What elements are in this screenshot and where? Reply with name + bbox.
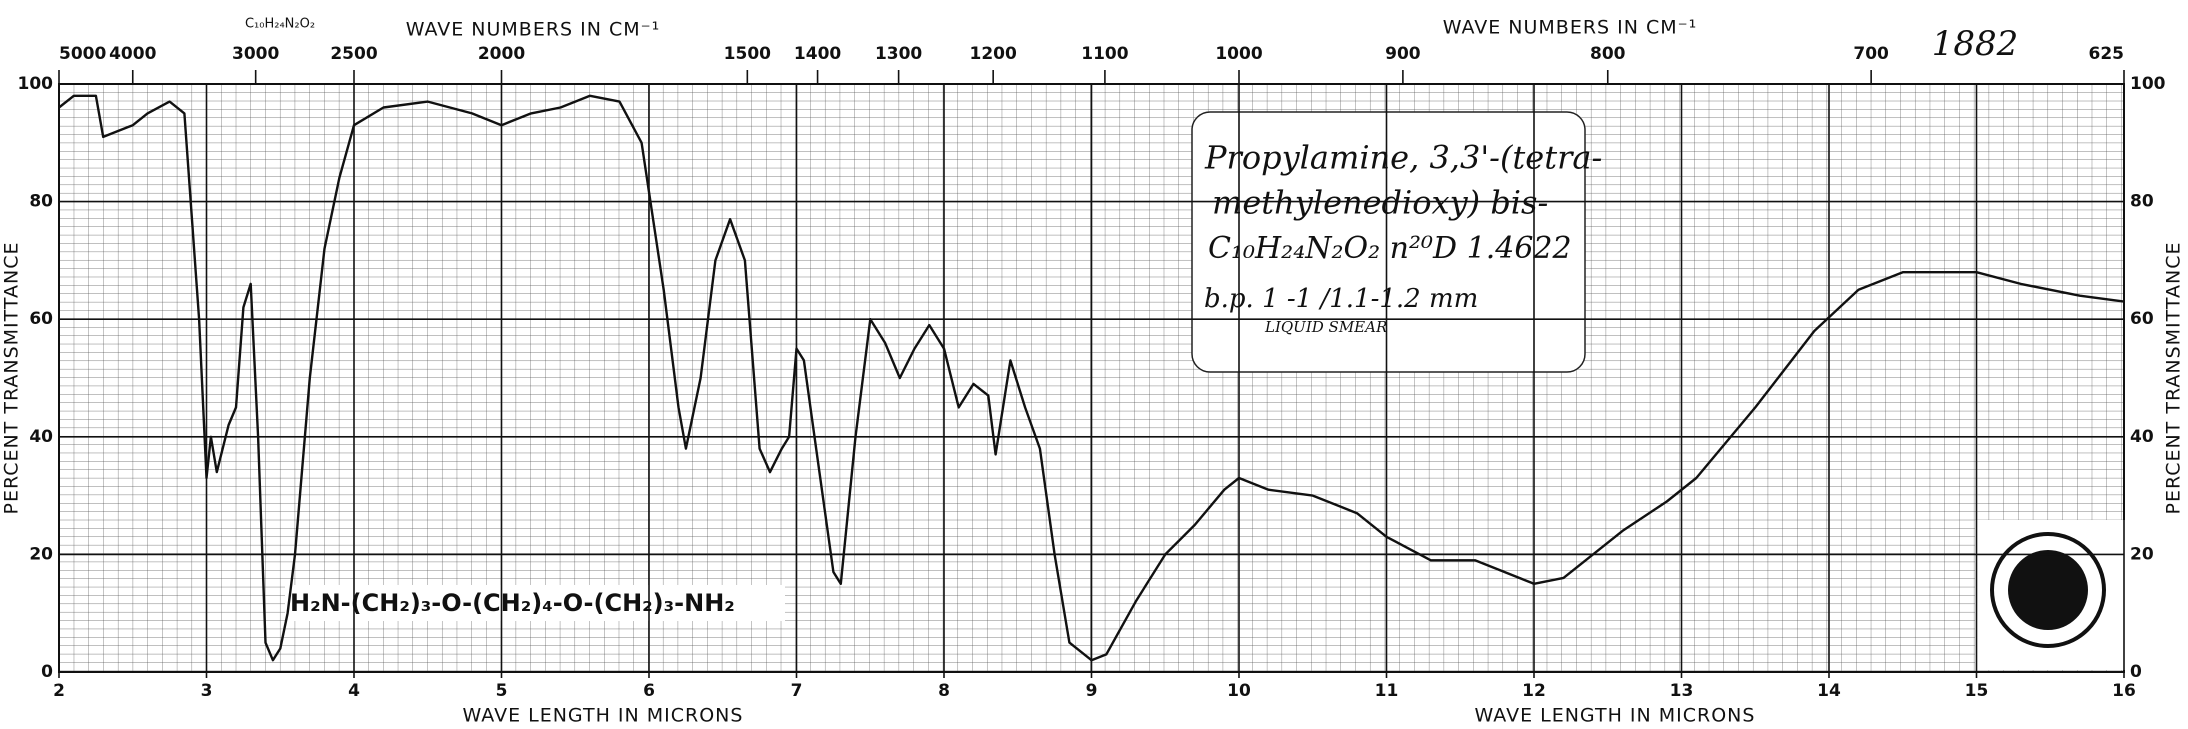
x-tick-label: 13 (1670, 681, 1694, 701)
top-tick-label: 5000 (59, 44, 106, 64)
x-tick-label: 5 (496, 681, 508, 701)
spectrum-number: 1882 (1932, 24, 2019, 64)
y-tick-label: 20 (29, 544, 53, 564)
y-tick-label: 40 (29, 427, 53, 447)
top-tick-label: 1400 (794, 44, 841, 64)
top-tick-label: 625 (2089, 44, 2125, 64)
bottom-axis-label: WAVE LENGTH IN MICRONS (463, 705, 744, 727)
y-tick-label: 100 (18, 74, 54, 94)
y-tick-label: 60 (29, 309, 53, 329)
y-tick-label: 40 (2130, 427, 2154, 447)
note-card (1191, 111, 1586, 373)
x-tick-label: 12 (1522, 681, 1546, 701)
top-tick-label: 1000 (1215, 44, 1262, 64)
top-tick-label: 3000 (232, 44, 279, 64)
top-tick-label: 900 (1385, 44, 1421, 64)
y-tick-label: 0 (41, 662, 53, 682)
x-tick-label: 6 (643, 681, 655, 701)
x-tick-label: 10 (1227, 681, 1251, 701)
top-tick-label: 700 (1853, 44, 1889, 64)
top-tick-label: 1300 (875, 44, 922, 64)
x-tick-label: 2 (53, 681, 65, 701)
note-line: b.p. 1 -1 /1.1-1.2 mm (1204, 284, 1478, 314)
structure-bg (285, 585, 785, 621)
top-tick-label: 4000 (109, 44, 156, 64)
top-tick-label: 1200 (970, 44, 1017, 64)
note-line: Propylamine, 3,3'-(tetra- (1204, 139, 1602, 177)
top-tick-label: 1100 (1081, 44, 1128, 64)
note-line: methylenedioxy) bis- (1212, 184, 1548, 222)
y-axis-label: PERCENT TRANSMITTANCE (1, 241, 23, 514)
top-tick-label: 2500 (330, 44, 377, 64)
top-tick-label: 800 (1590, 44, 1626, 64)
x-tick-label: 16 (2112, 681, 2136, 701)
y-tick-label: 80 (29, 192, 53, 212)
x-tick-label: 11 (1375, 681, 1399, 701)
note-line: C₁₀H₂₄N₂O₂ n²⁰D 1.4622 (1208, 231, 1572, 266)
logo-center (2008, 550, 2088, 630)
top-axis-label: WAVE NUMBERS IN CM⁻¹ (1443, 17, 1698, 39)
y-tick-label: 60 (2130, 309, 2154, 329)
y-tick-label: 0 (2130, 662, 2142, 682)
structure-formula: H₂N-(CH₂)₃-O-(CH₂)₄-O-(CH₂)₃-NH₂ (290, 589, 735, 617)
top-tick-label: 1500 (724, 44, 771, 64)
x-tick-label: 15 (1965, 681, 1989, 701)
spectrum-line (58, 94, 2125, 662)
y-tick-label: 100 (2130, 74, 2166, 94)
x-tick-label: 9 (1086, 681, 1098, 701)
note-line: LIQUID SMEAR (1264, 318, 1387, 336)
y-axis-label: PERCENT TRANSMITTANCE (2163, 241, 2185, 514)
y-tick-label: 20 (2130, 544, 2154, 564)
x-tick-label: 4 (348, 681, 360, 701)
top-axis-label: WAVE NUMBERS IN CM⁻¹ (406, 19, 661, 41)
x-tick-label: 14 (1817, 681, 1841, 701)
header-formula: C₁₀H₂₄N₂O₂ (245, 17, 315, 32)
x-tick-label: 7 (791, 681, 803, 701)
bottom-axis-label: WAVE LENGTH IN MICRONS (1475, 705, 1756, 727)
x-tick-label: 3 (201, 681, 213, 701)
top-tick-label: 2000 (478, 44, 525, 64)
y-tick-label: 80 (2130, 192, 2154, 212)
x-tick-label: 8 (938, 681, 950, 701)
